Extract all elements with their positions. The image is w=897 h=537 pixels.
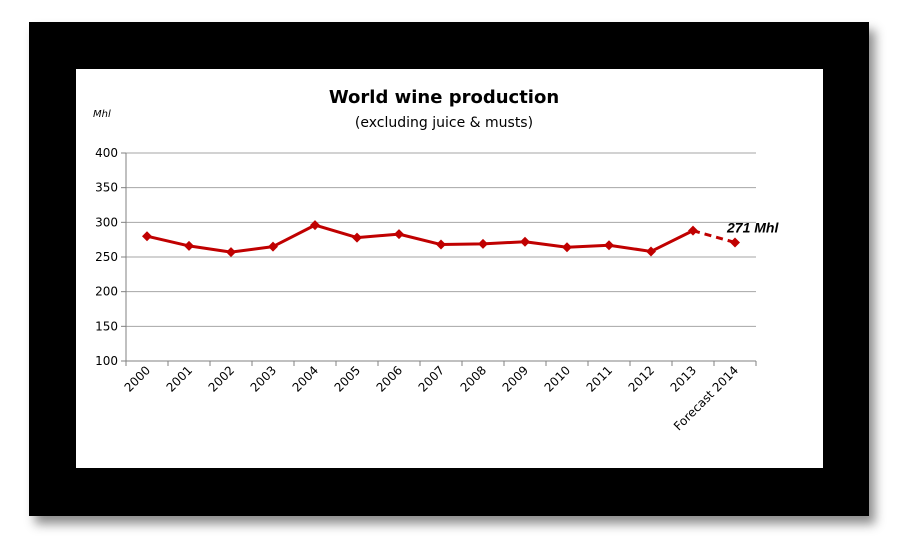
data-point-13 — [688, 225, 698, 236]
forecast-annotation: 271 Mhl — [726, 219, 779, 235]
x-tick-label-13: 2013 — [668, 363, 699, 394]
gridlines — [121, 152, 756, 362]
x-tick-label-7: 2007 — [416, 363, 447, 394]
y-tick-label-250: 250 — [95, 250, 118, 264]
x-tick-label-11: 2011 — [584, 363, 615, 394]
x-tick-label-9: 2009 — [500, 363, 531, 394]
wine-production-chart: World wine production (excluding juice &… — [93, 87, 779, 433]
chart-title: World wine production — [329, 87, 559, 108]
y-tick-label-200: 200 — [95, 285, 118, 299]
data-point-12 — [646, 246, 656, 257]
chart-panel: World wine production (excluding juice &… — [76, 69, 823, 468]
data-markers — [142, 220, 740, 258]
y-tick-label-300: 300 — [95, 215, 118, 229]
x-tick-labels: 2000 2001 2002 2003 2004 2005 2006 2007 2008 2009… — [122, 363, 741, 433]
data-point-6 — [394, 229, 404, 240]
chart-subtitle: (excluding juice & musts) — [355, 115, 533, 131]
data-point-2 — [226, 247, 236, 258]
series-line-actual — [146, 223, 694, 254]
x-tick-label-5: 2005 — [332, 363, 363, 394]
data-point-8 — [478, 238, 488, 249]
x-tick-label-6: 2006 — [374, 363, 405, 394]
x-tick-label-10: 2010 — [542, 363, 573, 394]
y-tick-label-150: 150 — [95, 319, 118, 333]
series-production — [146, 223, 736, 254]
data-point-5 — [352, 232, 362, 243]
x-tick-label-12: 2012 — [626, 363, 657, 394]
x-tick-label-1: 2001 — [164, 363, 195, 394]
data-point-10 — [562, 242, 572, 253]
data-point-9 — [520, 236, 530, 247]
axes — [125, 153, 757, 366]
data-point-1 — [184, 240, 194, 251]
data-point-0 — [142, 231, 152, 242]
series-line-forecast — [692, 229, 736, 244]
data-point-7 — [436, 239, 446, 250]
x-tick-label-8: 2008 — [458, 363, 489, 394]
y-tick-labels: 100 150 200 250 300 350 400 — [95, 146, 118, 368]
x-tick-label-3: 2003 — [248, 363, 279, 394]
data-point-4 — [310, 220, 320, 231]
y-tick-label-400: 400 — [95, 146, 118, 160]
data-point-14 — [730, 237, 740, 248]
x-tick-label-4: 2004 — [290, 363, 321, 394]
data-point-11 — [604, 240, 614, 251]
x-tick-label-2: 2002 — [206, 363, 237, 394]
y-axis-unit: Mhl — [93, 109, 111, 120]
y-tick-label-350: 350 — [95, 181, 118, 195]
x-tick-label-0: 2000 — [122, 363, 153, 394]
data-point-3 — [268, 241, 278, 252]
y-tick-label-100: 100 — [95, 354, 118, 368]
